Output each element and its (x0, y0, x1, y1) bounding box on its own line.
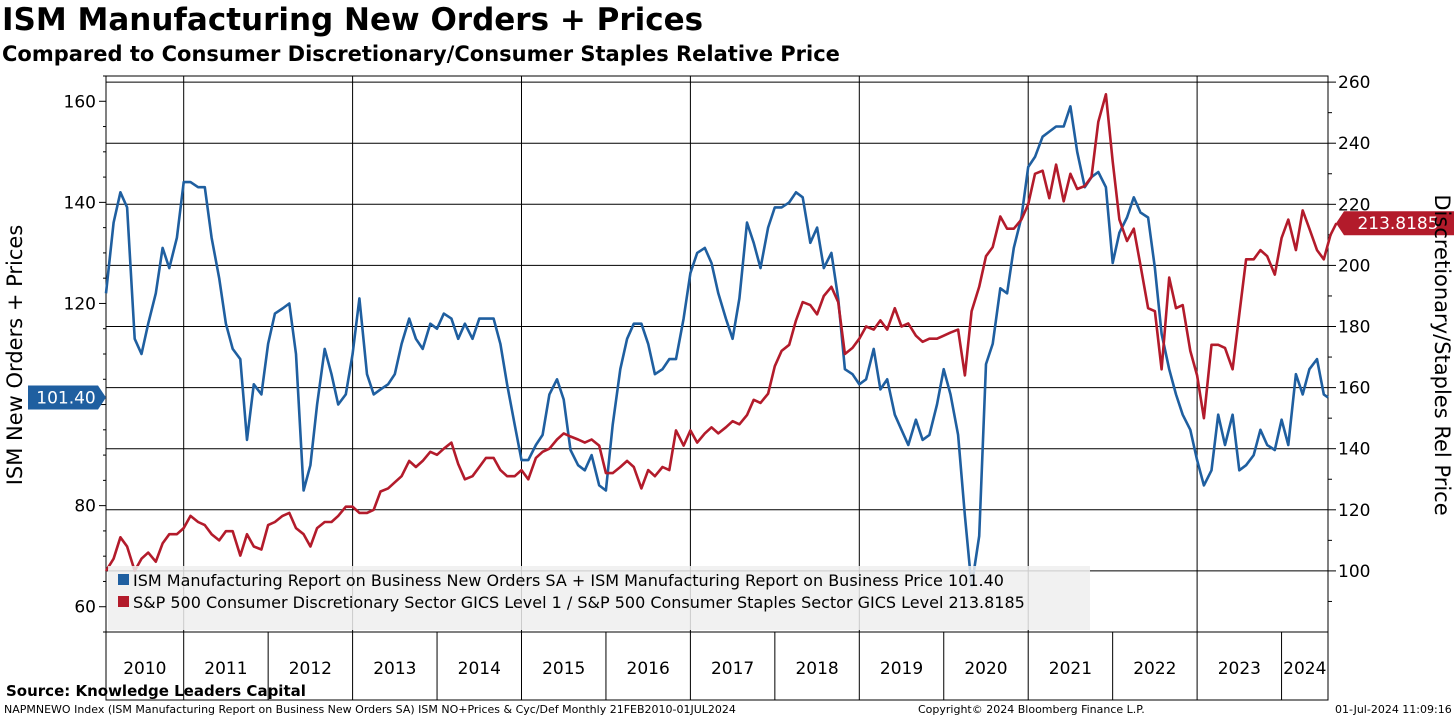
right-tick-label: 120 (1338, 501, 1370, 521)
x-tick-label: 2018 (795, 659, 838, 679)
right-tick-label: 220 (1338, 195, 1370, 215)
left-last-value-tag (28, 385, 106, 410)
x-tick-label: 2012 (289, 659, 332, 679)
copyright: Copyright© 2024 Bloomberg Finance L.P. (918, 703, 1145, 716)
x-tick-label: 2017 (711, 659, 754, 679)
x-tick-label: 2021 (1049, 659, 1092, 679)
right-axis-title: Discretionary/Staples Rel Price (1430, 194, 1454, 515)
legend: ISM Manufacturing Report on Business New… (108, 566, 1090, 630)
legend-box (108, 566, 1090, 630)
x-tick-label: 2011 (204, 659, 247, 679)
chart-title: ISM Manufacturing New Orders + Prices (2, 2, 704, 38)
right-tick-label: 140 (1338, 440, 1370, 460)
x-axis: 2010 2011 2012 2013 2014 2015 2016 2017 2018 2019… (123, 659, 1326, 679)
right-y-axis: 100 120 140 160 180 200 220 240 260 (1328, 73, 1370, 602)
right-tick-label: 100 (1338, 562, 1370, 582)
legend-label: S&P 500 Consumer Discretionary Sector GI… (133, 593, 1025, 612)
series-lines (104, 93, 1338, 588)
right-tick-label: 180 (1338, 318, 1370, 338)
left-tick-label: 160 (64, 92, 96, 112)
timestamp: 01-Jul-2024 11:09:16 (1335, 703, 1452, 716)
x-tick-label: 2015 (542, 659, 585, 679)
x-tick-label: 2013 (373, 659, 416, 679)
left-axis-title: ISM New Orders + Prices (3, 225, 27, 486)
left-tick-label: 120 (64, 294, 96, 314)
legend-label: ISM Manufacturing Report on Business New… (133, 571, 1004, 590)
x-tick-label: 2024 (1283, 659, 1326, 679)
ism-series-line (104, 105, 1329, 588)
right-last-value: 213.8185 (1357, 214, 1438, 234)
left-tick-label: 60 (74, 598, 96, 618)
right-tick-label: 240 (1338, 134, 1370, 154)
x-tick-label: 2020 (964, 659, 1007, 679)
x-tick-label: 2019 (880, 659, 923, 679)
source-label: Source: Knowledge Leaders Capital (6, 682, 306, 700)
x-tick-label: 2023 (1218, 659, 1261, 679)
legend-swatch (118, 596, 129, 607)
index-info: NAPMNEWO Index (ISM Manufacturing Report… (4, 703, 736, 716)
right-tick-label: 260 (1338, 73, 1370, 93)
rel-price-series-line (104, 93, 1338, 573)
right-tick-label: 160 (1338, 379, 1370, 399)
left-last-value: 101.40 (36, 388, 95, 408)
legend-swatch (118, 574, 129, 585)
x-tick-label: 2010 (123, 659, 166, 679)
x-tick-label: 2014 (458, 659, 501, 679)
left-tick-label: 140 (64, 193, 96, 213)
last-value-tags: 101.40 213.8185 (28, 211, 1454, 410)
x-tick-label: 2016 (627, 659, 670, 679)
chart-subtitle: Compared to Consumer Discretionary/Consu… (2, 42, 840, 66)
x-tick-label: 2022 (1133, 659, 1176, 679)
right-last-value-tag (1336, 211, 1454, 236)
left-tick-label: 80 (74, 497, 96, 517)
left-y-axis: 60 80 120 140 160 (64, 75, 106, 633)
right-tick-label: 200 (1338, 256, 1370, 276)
